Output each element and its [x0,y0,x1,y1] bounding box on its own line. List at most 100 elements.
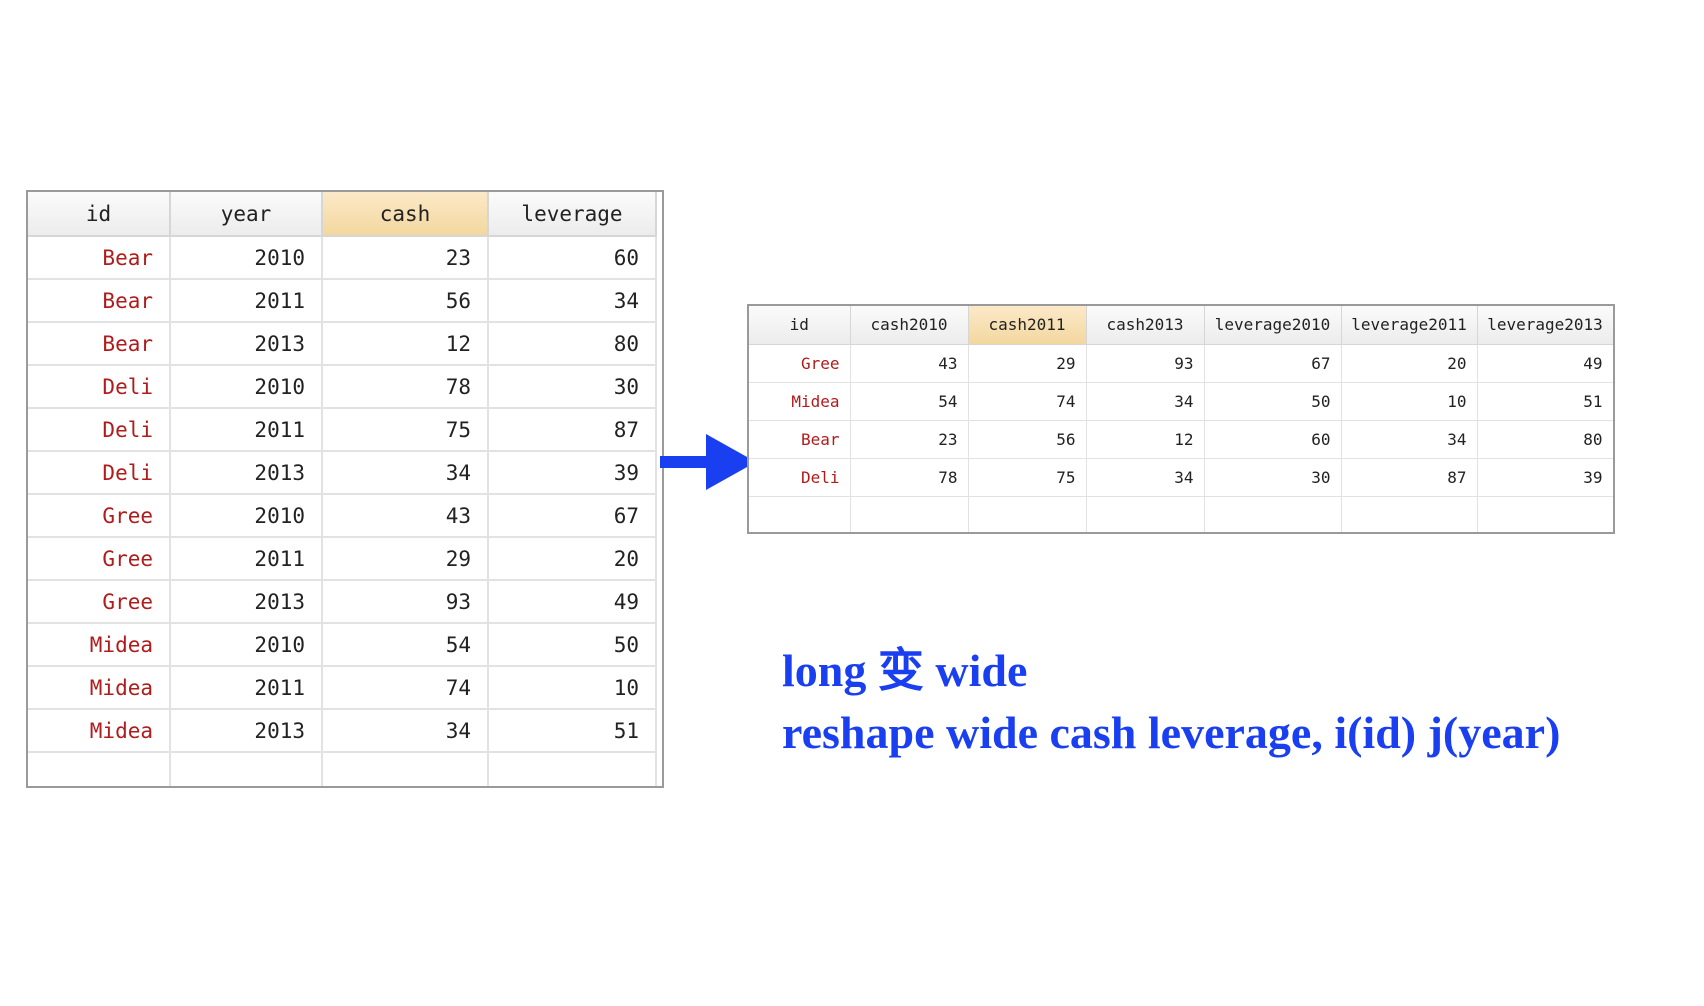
long-cell-leverage[interactable]: 49 [488,580,657,624]
wide-cell-leverage2013[interactable]: 80 [1477,420,1613,459]
caption: long 变 wide reshape wide cash leverage, … [782,640,1560,764]
long-cell-cash[interactable]: 74 [322,666,489,710]
long-cell-leverage[interactable]: 34 [488,279,657,323]
long-cell-cash[interactable]: 34 [322,709,489,753]
long-empty-cell[interactable] [322,752,489,786]
wide-cell-leverage2011[interactable]: 34 [1341,420,1478,459]
long-cell-leverage[interactable]: 80 [488,322,657,366]
long-cell-year[interactable]: 2010 [170,494,323,538]
wide-empty-cell[interactable] [1341,496,1478,532]
long-cell-id[interactable]: Midea [28,709,171,753]
long-cell-leverage[interactable]: 39 [488,451,657,495]
wide-cell-leverage2011[interactable]: 10 [1341,382,1478,421]
long-cell-cash[interactable]: 78 [322,365,489,409]
long-cell-id[interactable]: Gree [28,537,171,581]
wide-cell-leverage2010[interactable]: 60 [1204,420,1342,459]
wide-column-header-id[interactable]: id [749,306,851,345]
wide-cell-cash2013[interactable]: 93 [1086,344,1205,383]
long-cell-cash[interactable]: 56 [322,279,489,323]
wide-cell-leverage2013[interactable]: 49 [1477,344,1613,383]
wide-empty-cell[interactable] [1204,496,1342,532]
long-cell-cash[interactable]: 34 [322,451,489,495]
long-cell-cash[interactable]: 75 [322,408,489,452]
long-cell-year[interactable]: 2011 [170,666,323,710]
wide-cell-leverage2011[interactable]: 20 [1341,344,1478,383]
wide-column-header-cash2010[interactable]: cash2010 [850,306,969,345]
wide-empty-cell[interactable] [1086,496,1205,532]
long-cell-year[interactable]: 2010 [170,623,323,667]
wide-cell-id[interactable]: Midea [749,382,851,421]
wide-cell-cash2010[interactable]: 43 [850,344,969,383]
wide-cell-id[interactable]: Deli [749,458,851,497]
wide-cell-cash2011[interactable]: 29 [968,344,1087,383]
wide-cell-leverage2010[interactable]: 67 [1204,344,1342,383]
long-cell-id[interactable]: Deli [28,451,171,495]
wide-cell-cash2013[interactable]: 34 [1086,458,1205,497]
wide-cell-cash2010[interactable]: 23 [850,420,969,459]
long-cell-id[interactable]: Gree [28,580,171,624]
wide-cell-leverage2011[interactable]: 87 [1341,458,1478,497]
long-cell-leverage[interactable]: 10 [488,666,657,710]
long-empty-cell[interactable] [488,752,657,786]
wide-cell-leverage2013[interactable]: 51 [1477,382,1613,421]
long-cell-id[interactable]: Bear [28,322,171,366]
wide-empty-cell[interactable] [1477,496,1613,532]
long-cell-year[interactable]: 2011 [170,537,323,581]
wide-empty-cell[interactable] [850,496,969,532]
long-cell-id[interactable]: Bear [28,236,171,280]
wide-cell-cash2010[interactable]: 54 [850,382,969,421]
long-cell-cash[interactable]: 43 [322,494,489,538]
wide-cell-leverage2013[interactable]: 39 [1477,458,1613,497]
long-cell-leverage[interactable]: 30 [488,365,657,409]
long-cell-cash[interactable]: 93 [322,580,489,624]
long-column-header-cash[interactable]: cash [322,192,489,237]
long-cell-leverage[interactable]: 20 [488,537,657,581]
long-cell-leverage[interactable]: 60 [488,236,657,280]
wide-table-row: Bear 23 56 12 60 34 80 [749,420,1613,459]
wide-column-header-leverage2010[interactable]: leverage2010 [1204,306,1342,345]
long-cell-id[interactable]: Deli [28,365,171,409]
wide-cell-cash2013[interactable]: 12 [1086,420,1205,459]
long-cell-id[interactable]: Gree [28,494,171,538]
long-cell-year[interactable]: 2011 [170,279,323,323]
long-cell-year[interactable]: 2013 [170,322,323,366]
wide-cell-cash2011[interactable]: 75 [968,458,1087,497]
wide-cell-leverage2010[interactable]: 30 [1204,458,1342,497]
long-cell-leverage[interactable]: 50 [488,623,657,667]
wide-empty-cell[interactable] [968,496,1087,532]
long-cell-leverage[interactable]: 67 [488,494,657,538]
wide-column-header-cash2013[interactable]: cash2013 [1086,306,1205,345]
wide-empty-cell[interactable] [749,496,851,532]
long-column-header-id[interactable]: id [28,192,171,237]
long-cell-year[interactable]: 2013 [170,451,323,495]
wide-cell-leverage2010[interactable]: 50 [1204,382,1342,421]
long-cell-leverage[interactable]: 51 [488,709,657,753]
long-cell-id[interactable]: Deli [28,408,171,452]
long-empty-cell[interactable] [28,752,171,786]
wide-cell-cash2011[interactable]: 74 [968,382,1087,421]
long-cell-year[interactable]: 2010 [170,236,323,280]
long-cell-year[interactable]: 2013 [170,580,323,624]
wide-cell-cash2010[interactable]: 78 [850,458,969,497]
long-column-header-year[interactable]: year [170,192,323,237]
wide-cell-id[interactable]: Bear [749,420,851,459]
wide-cell-id[interactable]: Gree [749,344,851,383]
long-cell-id[interactable]: Bear [28,279,171,323]
long-cell-year[interactable]: 2010 [170,365,323,409]
wide-cell-cash2013[interactable]: 34 [1086,382,1205,421]
long-column-header-leverage[interactable]: leverage [488,192,657,237]
long-cell-cash[interactable]: 29 [322,537,489,581]
long-cell-cash[interactable]: 12 [322,322,489,366]
long-cell-leverage[interactable]: 87 [488,408,657,452]
long-cell-id[interactable]: Midea [28,623,171,667]
long-cell-cash[interactable]: 23 [322,236,489,280]
long-cell-year[interactable]: 2013 [170,709,323,753]
long-empty-cell[interactable] [170,752,323,786]
wide-column-header-cash2011[interactable]: cash2011 [968,306,1087,345]
long-cell-id[interactable]: Midea [28,666,171,710]
long-cell-year[interactable]: 2011 [170,408,323,452]
wide-column-header-leverage2013[interactable]: leverage2013 [1477,306,1613,345]
wide-column-header-leverage2011[interactable]: leverage2011 [1341,306,1478,345]
wide-cell-cash2011[interactable]: 56 [968,420,1087,459]
long-cell-cash[interactable]: 54 [322,623,489,667]
